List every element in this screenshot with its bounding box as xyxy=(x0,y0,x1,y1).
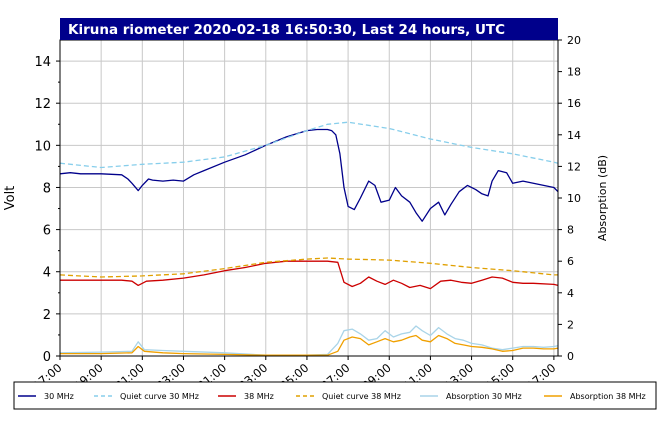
y-axis-right: 0 2 4 6 8 10 12 14 16 18 20 xyxy=(558,34,581,363)
y2-tick-label: 14 xyxy=(567,129,581,142)
legend: 30 MHz Quiet curve 30 MHz 38 MHz Quiet curv… xyxy=(13,381,657,410)
y2-tick-label: 6 xyxy=(567,255,574,268)
y-axis-label: Volt xyxy=(3,186,18,211)
y2-tick-label: 16 xyxy=(567,97,581,110)
y2-tick-label: 4 xyxy=(567,287,574,300)
y2-tick-label: 12 xyxy=(567,160,581,173)
series-line-3 xyxy=(59,257,558,278)
y2-tick-label: 8 xyxy=(567,224,574,237)
series-line-2 xyxy=(60,260,559,290)
y2-tick-label: 0 xyxy=(567,350,574,363)
chart-title: Kiruna riometer 2020-02-18 16:50:30, Las… xyxy=(68,22,505,38)
series-line-5 xyxy=(60,334,559,356)
legend-label-0: 30 MHz xyxy=(44,392,74,401)
y-tick-label: 0 xyxy=(43,350,51,365)
y2-tick-label: 2 xyxy=(567,318,574,331)
y2-tick-label: 10 xyxy=(567,192,581,205)
title-bar xyxy=(60,18,558,40)
y2-axis-label: Absorption (dB) xyxy=(596,155,609,241)
y-tick-label: 14 xyxy=(34,55,51,70)
series-layer xyxy=(59,121,559,356)
y2-tick-label: 20 xyxy=(567,34,581,47)
plot-frame xyxy=(59,39,559,357)
y-tick-label: 4 xyxy=(43,266,51,281)
legend-label-2: 38 MHz xyxy=(244,392,274,401)
y-axis-left: 0 2 4 6 8 10 12 14 xyxy=(34,55,60,365)
legend-label-4: Absorption 30 MHz xyxy=(446,392,522,401)
grid xyxy=(59,40,558,356)
legend-label-3: Quiet curve 38 MHz xyxy=(322,392,401,401)
legend-label-5: Absorption 38 MHz xyxy=(570,392,646,401)
y-tick-label: 6 xyxy=(43,224,51,239)
series-line-4 xyxy=(59,325,559,356)
y2-tick-label: 18 xyxy=(567,66,581,79)
y-tick-label: 8 xyxy=(43,181,51,196)
series-line-0 xyxy=(59,128,559,222)
y-tick-label: 12 xyxy=(34,97,51,112)
legend-label-1: Quiet curve 30 MHz xyxy=(120,392,199,401)
y-tick-label: 2 xyxy=(43,308,51,323)
series-line-1 xyxy=(59,121,559,169)
y-tick-label: 10 xyxy=(34,139,51,154)
